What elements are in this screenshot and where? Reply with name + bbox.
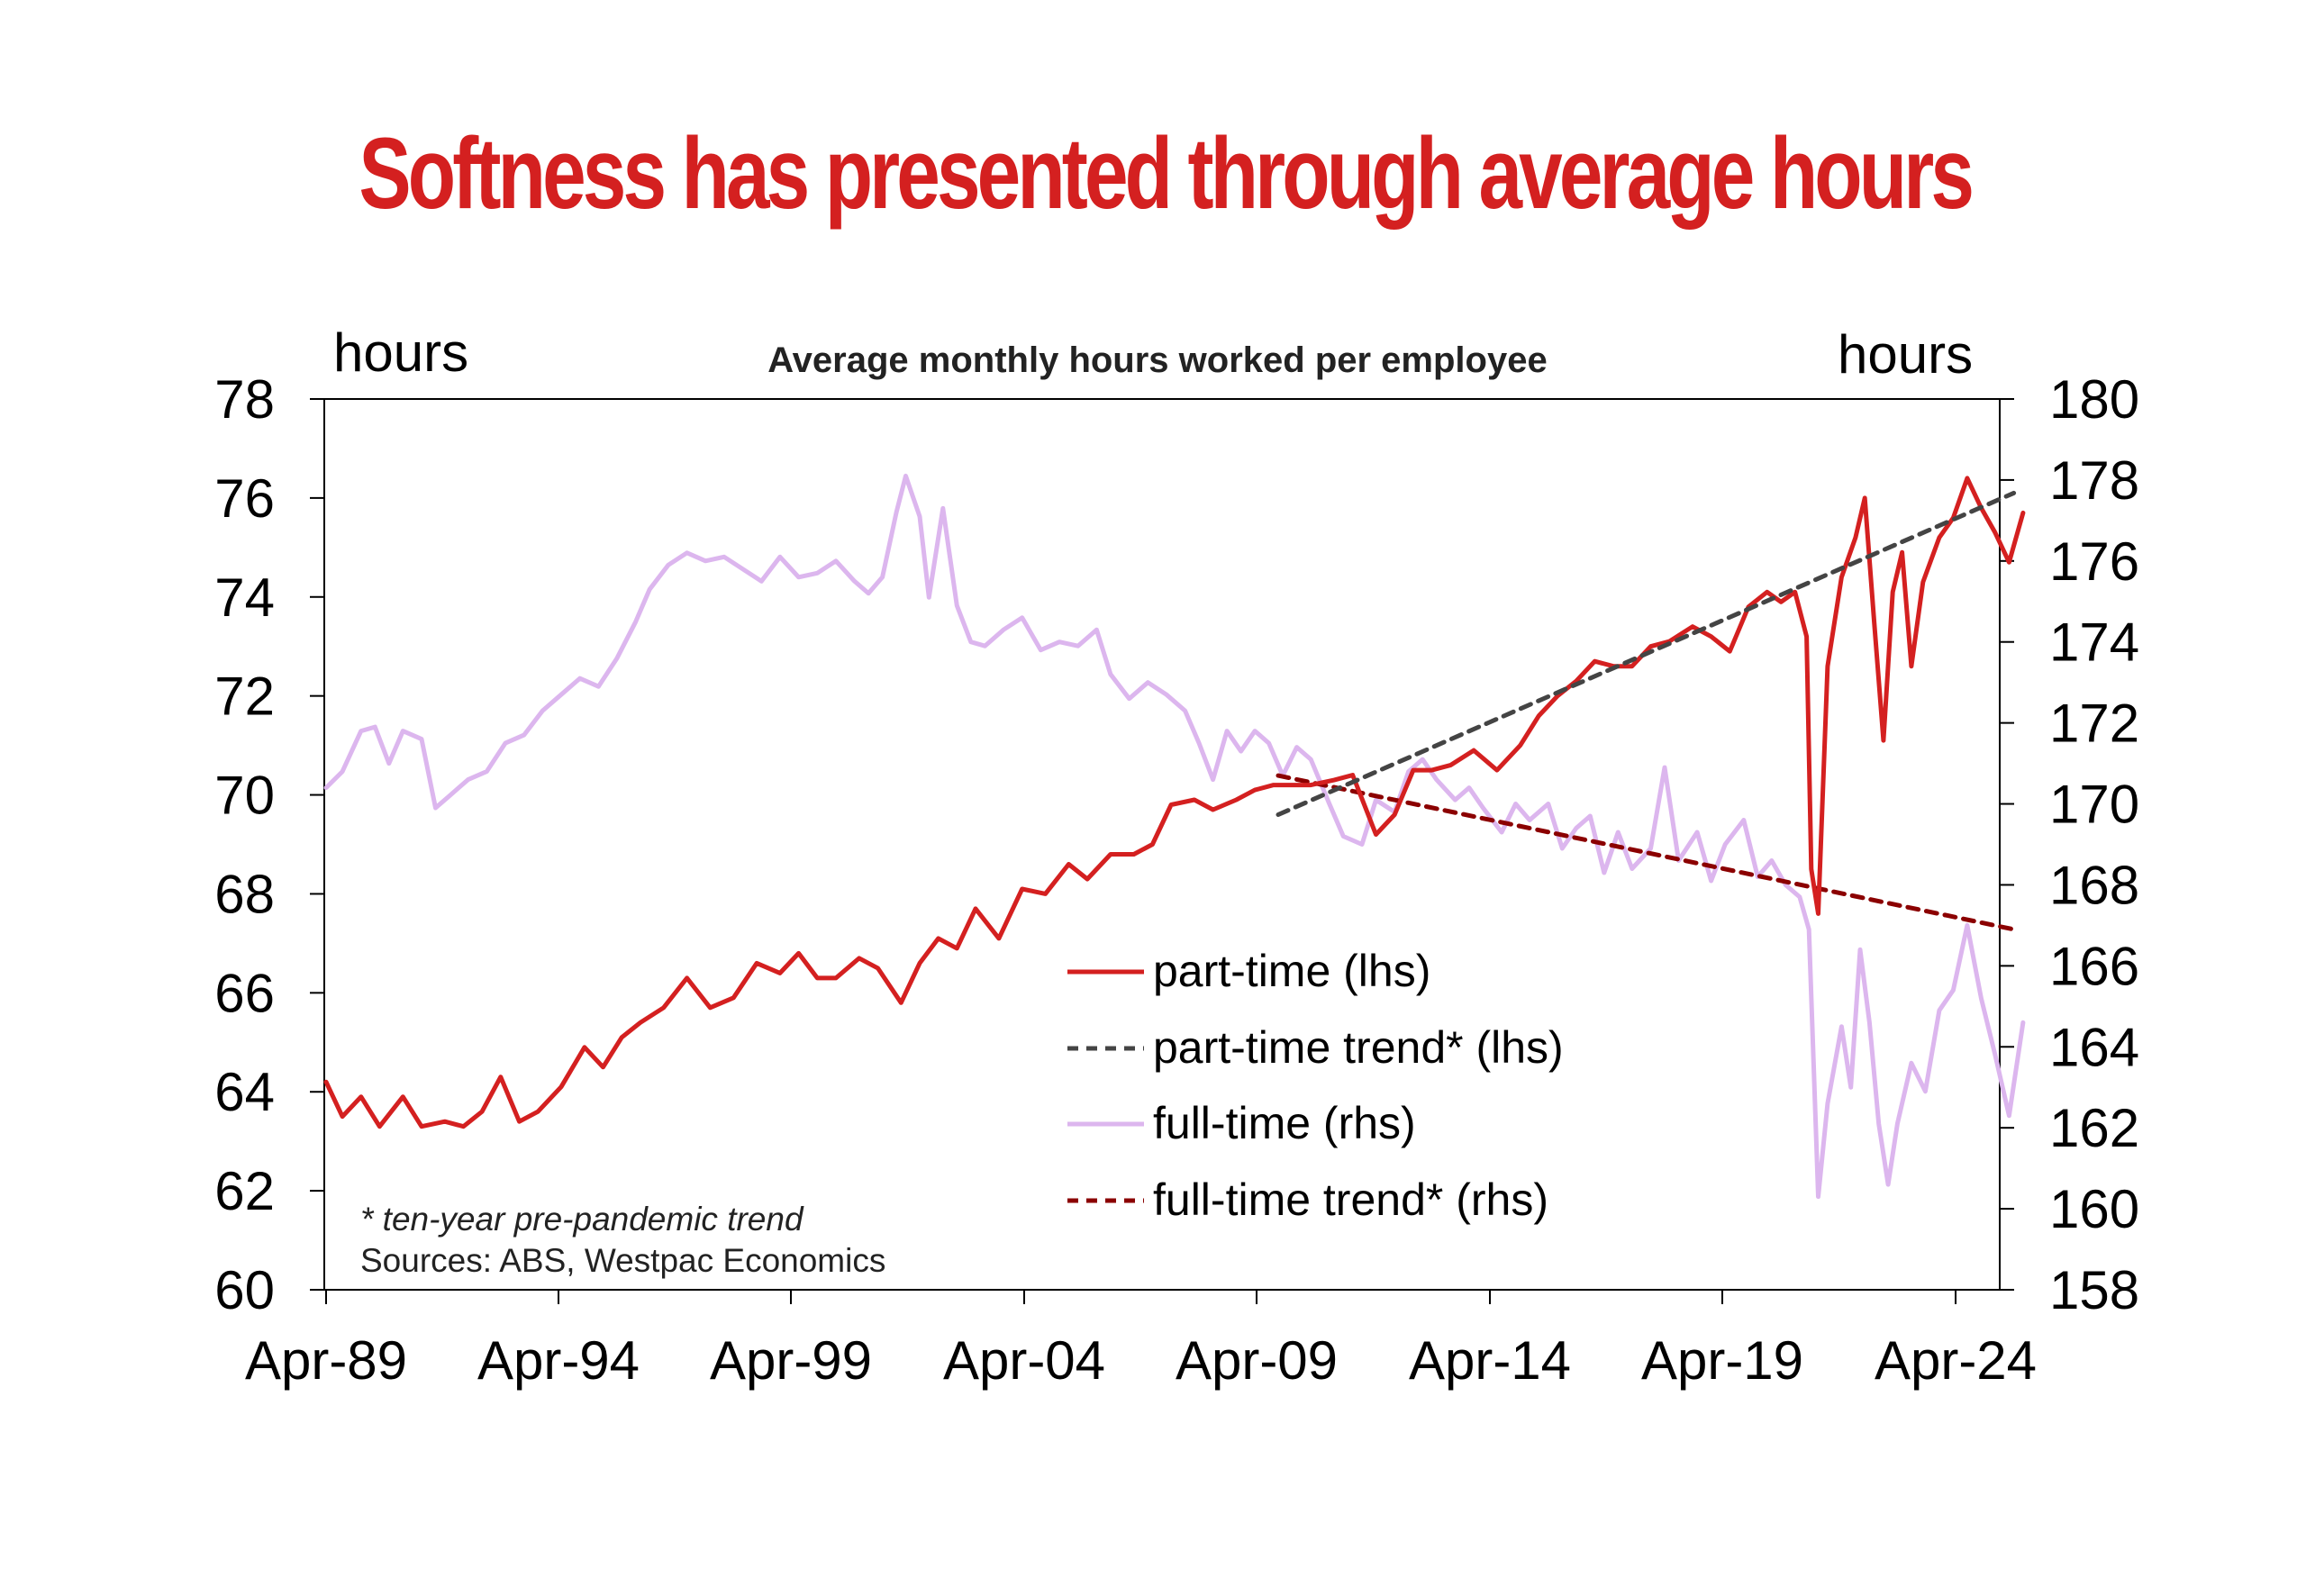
- right-tick-label: 172: [2049, 694, 2139, 754]
- x-tick-label: Apr-19: [1641, 1330, 1803, 1391]
- right-tick-label: 160: [2049, 1179, 2139, 1239]
- left-tick-label: 68: [214, 864, 275, 924]
- chart-title: Average monthly hours worked per employe…: [767, 340, 1547, 380]
- right-axis-label: hours: [1838, 324, 1973, 385]
- x-tick-label: Apr-94: [477, 1330, 640, 1391]
- sources-note: Sources: ABS, Westpac Economics: [360, 1242, 885, 1279]
- left-tick-label: 74: [214, 567, 275, 628]
- plot-frame: [323, 398, 2001, 1291]
- left-tick-label: 76: [214, 468, 275, 529]
- left-tick-label: 66: [214, 963, 275, 1023]
- headline: Softness has presented through average h…: [359, 117, 1975, 230]
- right-tick-label: 180: [2049, 369, 2139, 430]
- right-tick-label: 170: [2049, 775, 2139, 835]
- x-tick-label: Apr-99: [710, 1330, 872, 1391]
- left-tick-label: 60: [214, 1260, 275, 1320]
- series-line-full-time: [323, 473, 2026, 1200]
- right-tick-label: 164: [2049, 1017, 2139, 1077]
- legend-label: part-time (lhs): [1153, 946, 1430, 996]
- series-line-part-time-trend: [1276, 490, 2017, 817]
- right-tick-label: 166: [2049, 936, 2139, 996]
- right-tick-label: 162: [2049, 1098, 2139, 1158]
- x-tick-label: Apr-09: [1176, 1330, 1338, 1391]
- right-tick-label: 178: [2049, 450, 2139, 511]
- left-tick-label: 72: [214, 667, 275, 727]
- right-tick-label: 176: [2049, 531, 2139, 592]
- right-tick-label: 174: [2049, 612, 2139, 673]
- legend-label: full-time (rhs): [1153, 1098, 1416, 1148]
- series-line-part-time: [323, 476, 2026, 1129]
- legend-label: full-time trend* (rhs): [1153, 1174, 1548, 1225]
- legend: part-time (lhs) part-time trend* (lhs) ful…: [1067, 946, 1564, 1225]
- footnote: * ten-year pre-pandemic trend: [360, 1201, 804, 1238]
- left-tick-label: 78: [214, 369, 275, 430]
- series-group: [323, 473, 2026, 1200]
- x-tick-label: Apr-24: [1875, 1330, 2037, 1391]
- x-tick-label: Apr-89: [245, 1330, 407, 1391]
- legend-label: part-time trend* (lhs): [1153, 1022, 1564, 1073]
- x-tick-label: Apr-04: [943, 1330, 1105, 1391]
- right-tick-label: 168: [2049, 855, 2139, 915]
- left-axis-label: hours: [333, 322, 468, 383]
- right-tick-label: 158: [2049, 1260, 2139, 1320]
- x-tick-label: Apr-14: [1409, 1330, 1571, 1391]
- axis-ticks: 60 62 64 66 68 70 72 74 76 78 158 160 162 164 166 168 17…: [214, 369, 2139, 1391]
- plot-border: [323, 398, 2001, 1291]
- left-tick-label: 70: [214, 766, 275, 826]
- left-tick-label: 64: [214, 1062, 275, 1122]
- left-tick-label: 62: [214, 1161, 275, 1221]
